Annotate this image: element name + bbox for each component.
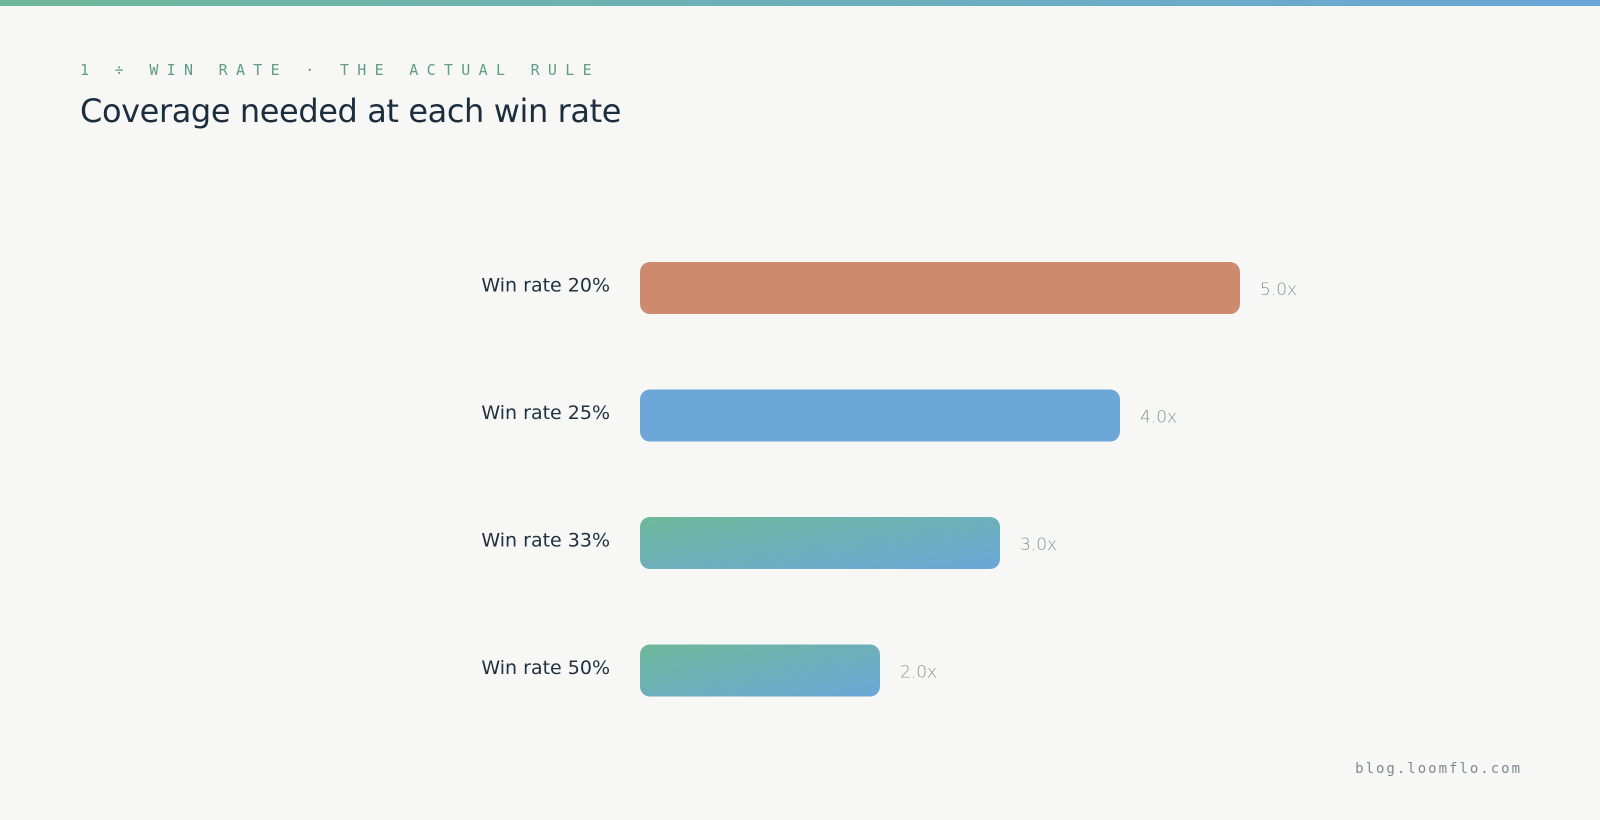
- bar-2: [640, 389, 1120, 442]
- chart-title: Coverage needed at each win rate: [80, 92, 622, 130]
- category-label-2: Win rate 25%: [481, 402, 610, 424]
- bars-layer: Win rate 20% 5.0x Win rate 25% 4.0x Win rate…: [481, 262, 1297, 697]
- value-label-2: 4.0x: [1140, 408, 1177, 428]
- value-label-1: 5.0x: [1260, 280, 1297, 300]
- category-label-4: Win rate 50%: [481, 657, 610, 679]
- category-label-1: Win rate 20%: [481, 275, 610, 297]
- value-label-4: 2.0x: [900, 663, 937, 683]
- chart-eyebrow: 1 ÷ WIN RATE · THE ACTUAL RULE: [80, 61, 600, 79]
- top-accent-stripe: [0, 0, 1600, 6]
- bar-4: [640, 644, 880, 697]
- value-label-3: 3.0x: [1020, 535, 1057, 555]
- category-label-3: Win rate 33%: [481, 530, 610, 552]
- bar-1: [640, 262, 1240, 314]
- site-footer: blog.loomflo.com: [1355, 761, 1522, 777]
- bar-3: [640, 517, 1000, 569]
